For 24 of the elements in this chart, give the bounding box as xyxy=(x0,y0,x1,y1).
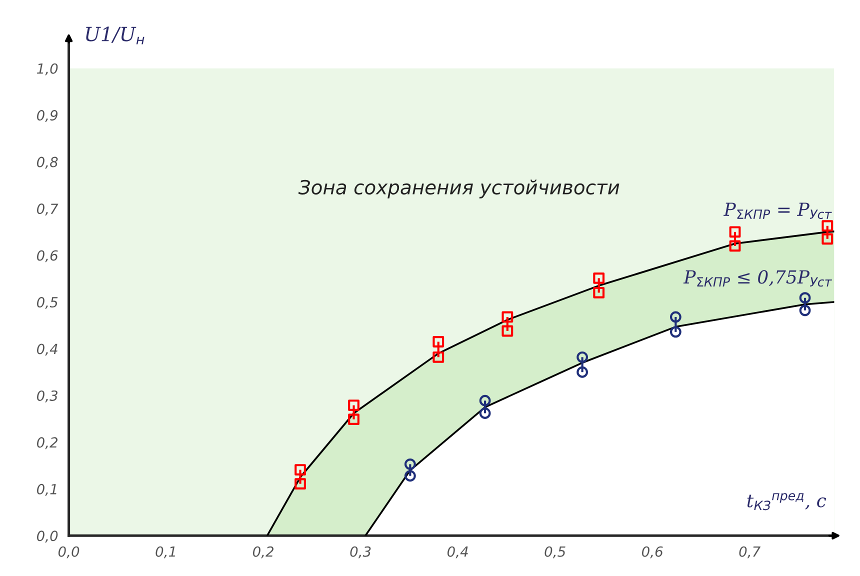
x-axis-title: t$_{КЗ}$$^{пред}$, с xyxy=(747,493,826,510)
y-tick-label: 0,1 xyxy=(36,484,56,496)
y-tick-label: 0,9 xyxy=(36,110,58,122)
annotation: P$_{ΣКПР}$ = P$_{Уст}$ xyxy=(723,202,832,219)
x-tick-label: 0,6 xyxy=(642,546,663,558)
y-tick-label: 0,0 xyxy=(36,530,58,543)
x-tick-label: 0,7 xyxy=(739,546,761,558)
y-tick-label: 0,5 xyxy=(36,296,58,309)
x-tick-label: 0,5 xyxy=(544,546,566,558)
y-tick-label: 0,4 xyxy=(36,344,58,356)
y-axis-title: U1/U$_{н}$ xyxy=(86,26,144,44)
y-tick-label: 0,6 xyxy=(36,250,58,262)
y-tick-label: 0,2 xyxy=(36,437,58,450)
y-tick-label: 1,0 xyxy=(36,63,58,76)
annotation: Зона сохранения устойчивости xyxy=(298,180,620,198)
annotation: P$_{ΣКПР}$ ≤ 0,75P$_{Уст}$ xyxy=(683,270,832,287)
x-tick-label: 0,1 xyxy=(156,546,175,558)
x-tick-label: 0,0 xyxy=(58,546,80,558)
x-tick-label: 0,4 xyxy=(447,546,468,558)
y-tick-label: 0,8 xyxy=(36,156,58,169)
y-tick-label: 0,3 xyxy=(36,390,58,402)
x-tick-label: 0,3 xyxy=(350,546,371,558)
x-tick-label: 0,2 xyxy=(252,546,274,558)
y-tick-label: 0,7 xyxy=(36,204,58,216)
